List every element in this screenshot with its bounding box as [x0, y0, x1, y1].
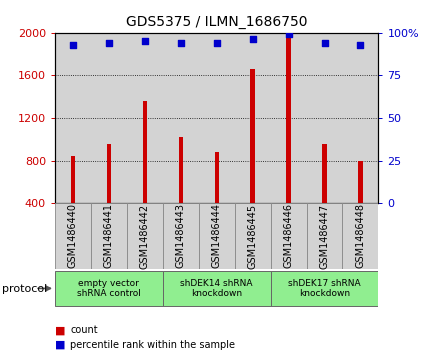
Bar [71, 156, 75, 203]
FancyBboxPatch shape [163, 203, 199, 269]
FancyBboxPatch shape [199, 203, 235, 269]
Bar [163, 33, 199, 203]
FancyBboxPatch shape [91, 203, 127, 269]
FancyBboxPatch shape [55, 203, 91, 269]
FancyBboxPatch shape [163, 271, 271, 306]
Bar [307, 33, 342, 203]
Point [285, 32, 292, 37]
FancyBboxPatch shape [271, 203, 307, 269]
Text: GSM1486446: GSM1486446 [283, 203, 293, 269]
Title: GDS5375 / ILMN_1686750: GDS5375 / ILMN_1686750 [126, 15, 308, 29]
Bar [286, 34, 291, 203]
Bar [55, 33, 91, 203]
Point [249, 37, 256, 42]
Point [141, 38, 148, 44]
Bar [342, 33, 378, 203]
Bar [199, 33, 235, 203]
Text: GSM1486443: GSM1486443 [176, 203, 186, 269]
Bar [143, 101, 147, 203]
Bar [107, 144, 111, 203]
FancyBboxPatch shape [307, 203, 342, 269]
Text: protocol: protocol [2, 284, 48, 294]
Bar [127, 33, 163, 203]
FancyBboxPatch shape [127, 203, 163, 269]
Point [177, 40, 184, 46]
Text: shDEK17 shRNA
knockdown: shDEK17 shRNA knockdown [288, 279, 361, 298]
Bar [250, 69, 255, 203]
Point [357, 42, 364, 48]
Point [321, 40, 328, 46]
Point [213, 40, 220, 46]
FancyBboxPatch shape [342, 203, 378, 269]
Text: GSM1486445: GSM1486445 [248, 203, 258, 269]
FancyBboxPatch shape [271, 271, 378, 306]
Point [106, 40, 113, 46]
Text: count: count [70, 325, 98, 335]
Text: GSM1486440: GSM1486440 [68, 203, 78, 269]
Text: ■: ■ [55, 325, 66, 335]
Text: GSM1486442: GSM1486442 [140, 203, 150, 269]
Bar [179, 137, 183, 203]
Text: ■: ■ [55, 340, 66, 350]
Text: GSM1486448: GSM1486448 [356, 203, 366, 269]
Text: GSM1486447: GSM1486447 [319, 203, 330, 269]
Point [70, 42, 77, 48]
FancyBboxPatch shape [55, 271, 163, 306]
Text: GSM1486441: GSM1486441 [104, 203, 114, 269]
Bar [215, 152, 219, 203]
Bar [271, 33, 307, 203]
Bar [323, 144, 326, 203]
Text: empty vector
shRNA control: empty vector shRNA control [77, 279, 141, 298]
Text: percentile rank within the sample: percentile rank within the sample [70, 340, 235, 350]
Text: GSM1486444: GSM1486444 [212, 203, 222, 269]
FancyBboxPatch shape [235, 203, 271, 269]
Text: shDEK14 shRNA
knockdown: shDEK14 shRNA knockdown [180, 279, 253, 298]
Bar [91, 33, 127, 203]
Bar [235, 33, 271, 203]
Bar [358, 160, 363, 203]
